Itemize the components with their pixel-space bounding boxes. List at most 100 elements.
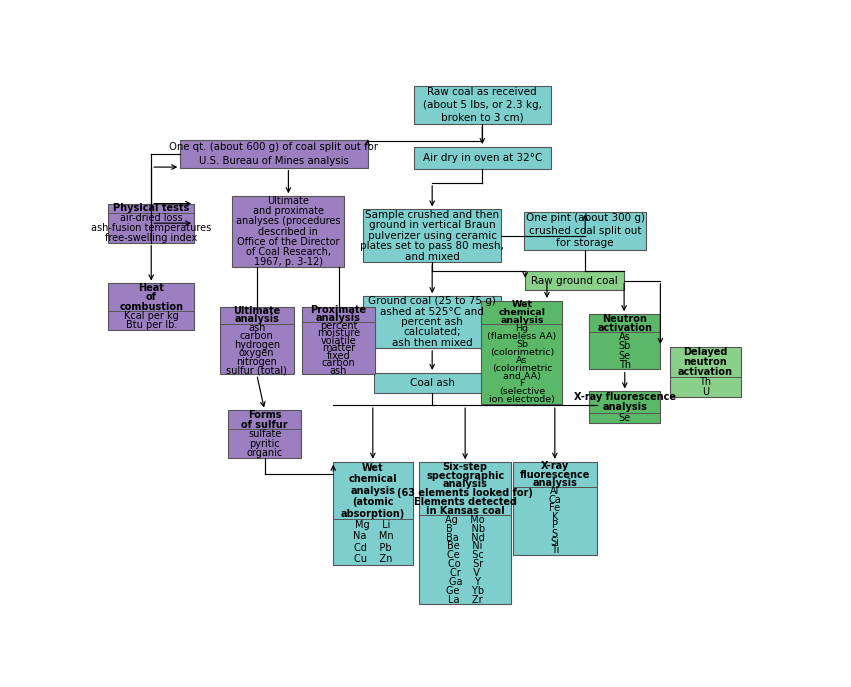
Text: P: P xyxy=(551,520,558,530)
Text: sulfate: sulfate xyxy=(248,429,282,439)
Text: combustion: combustion xyxy=(119,302,183,312)
FancyBboxPatch shape xyxy=(414,86,551,124)
FancyBboxPatch shape xyxy=(333,462,413,565)
Text: activation: activation xyxy=(677,367,733,376)
Text: hydrogen: hydrogen xyxy=(234,340,280,350)
Text: percent ash: percent ash xyxy=(402,317,463,327)
Text: As: As xyxy=(516,356,528,365)
Text: analysis: analysis xyxy=(603,403,648,412)
Text: Sample crushed and then: Sample crushed and then xyxy=(365,210,500,220)
FancyBboxPatch shape xyxy=(220,306,294,374)
Text: La    Zr: La Zr xyxy=(448,594,483,605)
Text: B      Nb: B Nb xyxy=(446,523,485,534)
Text: pulverizer using ceramic: pulverizer using ceramic xyxy=(368,231,497,241)
Text: F: F xyxy=(519,379,524,388)
Text: Mg    Li: Mg Li xyxy=(355,520,391,530)
Text: sulfur (total): sulfur (total) xyxy=(226,365,287,375)
Text: ion electrode): ion electrode) xyxy=(489,395,555,405)
Text: Office of the Director: Office of the Director xyxy=(237,237,340,247)
FancyBboxPatch shape xyxy=(108,203,194,243)
FancyBboxPatch shape xyxy=(670,347,741,397)
FancyBboxPatch shape xyxy=(301,306,375,374)
Text: (selective: (selective xyxy=(499,387,545,396)
Text: Coal ash: Coal ash xyxy=(409,378,454,388)
FancyBboxPatch shape xyxy=(363,210,501,262)
FancyBboxPatch shape xyxy=(482,301,563,404)
Text: in Kansas coal: in Kansas coal xyxy=(426,506,505,516)
Text: of Coal Research,: of Coal Research, xyxy=(246,247,331,257)
Text: As: As xyxy=(619,332,631,342)
Text: Raw ground coal: Raw ground coal xyxy=(531,275,618,286)
Text: analysis: analysis xyxy=(533,478,577,488)
Text: for storage: for storage xyxy=(557,238,614,248)
Text: Sb: Sb xyxy=(619,341,631,351)
Text: activation: activation xyxy=(597,323,652,333)
Text: Se: Se xyxy=(619,350,631,361)
Text: Btu per lb.: Btu per lb. xyxy=(126,320,177,330)
Text: ashed at 525°C and: ashed at 525°C and xyxy=(380,306,484,317)
Text: Cu    Zn: Cu Zn xyxy=(354,554,392,565)
FancyBboxPatch shape xyxy=(589,314,660,370)
Text: Cr    V: Cr V xyxy=(450,568,480,578)
Text: Hg: Hg xyxy=(516,324,528,333)
Text: Heat: Heat xyxy=(138,283,164,293)
Text: and AA): and AA) xyxy=(503,372,541,381)
Text: Cd    Pb: Cd Pb xyxy=(354,543,391,553)
Text: 1967, p. 3-12): 1967, p. 3-12) xyxy=(254,257,323,267)
Text: of: of xyxy=(146,293,157,302)
Text: matter: matter xyxy=(322,343,355,353)
Text: air-dried loss: air-dried loss xyxy=(120,213,182,223)
Text: Ba    Nd: Ba Nd xyxy=(446,532,484,543)
Text: Elements detected: Elements detected xyxy=(414,497,517,507)
Text: Wet: Wet xyxy=(511,300,533,309)
Text: Ultimate: Ultimate xyxy=(233,306,280,316)
FancyBboxPatch shape xyxy=(419,462,511,604)
Text: ash-fusion temperatures: ash-fusion temperatures xyxy=(91,223,211,233)
Text: Air dry in oven at 32°C: Air dry in oven at 32°C xyxy=(423,153,542,163)
Text: Ga    Y: Ga Y xyxy=(449,577,481,587)
Text: calculated;: calculated; xyxy=(403,328,461,337)
Text: (63 elements looked for): (63 elements looked for) xyxy=(397,488,533,498)
Text: Wet: Wet xyxy=(362,463,384,473)
FancyBboxPatch shape xyxy=(525,271,624,291)
Text: U: U xyxy=(702,387,709,397)
FancyBboxPatch shape xyxy=(232,196,345,267)
FancyBboxPatch shape xyxy=(228,410,301,458)
Text: carbon: carbon xyxy=(240,331,274,341)
Text: Ti: Ti xyxy=(551,545,559,555)
Text: ash then mixed: ash then mixed xyxy=(391,338,472,348)
Text: Physical tests: Physical tests xyxy=(113,203,190,214)
Text: Fe: Fe xyxy=(549,504,561,513)
Text: One pint (about 300 g): One pint (about 300 g) xyxy=(526,213,645,223)
Text: chemical: chemical xyxy=(349,474,397,484)
Text: ground in vertical Braun: ground in vertical Braun xyxy=(368,221,495,230)
FancyBboxPatch shape xyxy=(363,296,501,348)
Text: Be    Ni: Be Ni xyxy=(448,541,483,552)
Text: X-ray fluorescence: X-ray fluorescence xyxy=(574,392,676,402)
Text: free-swelling index: free-swelling index xyxy=(105,233,197,243)
Text: Ge    Yb: Ge Yb xyxy=(446,586,484,596)
Text: Ground coal (25 to 75 g): Ground coal (25 to 75 g) xyxy=(368,296,496,306)
Text: Ce    Sc: Ce Sc xyxy=(447,550,483,561)
FancyBboxPatch shape xyxy=(589,392,660,423)
Text: nitrogen: nitrogen xyxy=(237,357,277,367)
Text: U.S. Bureau of Mines analysis: U.S. Bureau of Mines analysis xyxy=(199,156,349,166)
Text: Raw coal as received: Raw coal as received xyxy=(427,87,537,97)
Text: plates set to pass 80 mesh,: plates set to pass 80 mesh, xyxy=(360,241,504,251)
Text: analysis: analysis xyxy=(316,313,361,323)
Text: Al: Al xyxy=(550,486,560,497)
Text: described in: described in xyxy=(259,227,318,236)
Text: Th: Th xyxy=(700,377,711,387)
Text: and proximate: and proximate xyxy=(253,206,324,216)
FancyBboxPatch shape xyxy=(180,140,368,168)
Text: Na    Mn: Na Mn xyxy=(352,532,393,541)
Text: pyritic: pyritic xyxy=(249,439,280,449)
Text: percent: percent xyxy=(320,321,357,330)
Text: Proximate: Proximate xyxy=(311,306,367,315)
FancyBboxPatch shape xyxy=(524,212,646,249)
Text: S: S xyxy=(551,528,558,539)
FancyBboxPatch shape xyxy=(108,284,194,330)
Text: Kcal per kg: Kcal per kg xyxy=(124,311,179,321)
Text: organic: organic xyxy=(247,448,283,458)
Text: (about 5 lbs, or 2.3 kg,: (about 5 lbs, or 2.3 kg, xyxy=(423,100,542,110)
